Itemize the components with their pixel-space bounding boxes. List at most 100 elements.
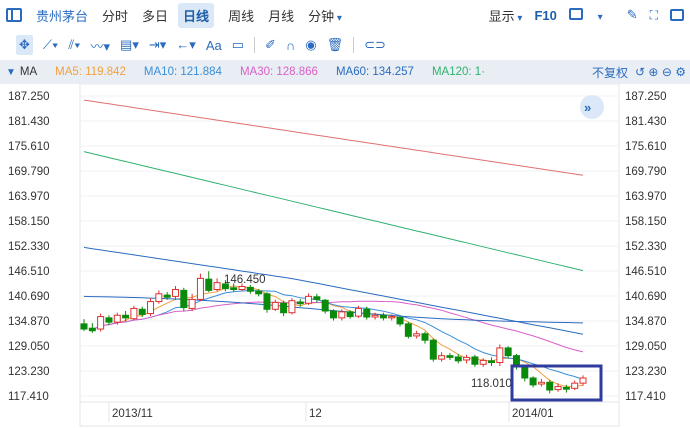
high-price-label: 146.450 [224, 274, 266, 286]
candle-body [163, 294, 171, 298]
stock-name[interactable]: 贵州茅台 [36, 8, 89, 24]
candle-body [504, 347, 512, 357]
tab-monthly[interactable]: 月线 [268, 8, 295, 24]
pen-icon[interactable]: ✐ [265, 37, 276, 52]
candle-body [230, 287, 238, 291]
candle-body [196, 277, 204, 300]
candle-body [562, 386, 570, 390]
kline-chart[interactable]: 187.250 181.430 175.610 169.790 163.970 158.1… [0, 84, 690, 428]
candle-body [122, 314, 130, 319]
remove-icon[interactable]: ⊖ [661, 65, 672, 79]
candle-body [379, 314, 387, 319]
channel-tool-icon[interactable]: ⫽▾ [68, 37, 81, 52]
measure-tool-icon[interactable]: ⇥▾ [148, 37, 167, 52]
layout-dropdown[interactable]: ▾ [568, 7, 615, 23]
candle-body [321, 299, 329, 312]
collapse-icon[interactable]: ▼ [6, 66, 16, 78]
candle-body [147, 301, 155, 315]
arrow-tool-icon[interactable]: ←▾ [176, 37, 196, 52]
candle-body [479, 359, 487, 365]
ma60-value: MA60: 134.257 [335, 66, 414, 78]
candle-body [130, 307, 138, 320]
link-icon[interactable]: ⊂⊃ [364, 37, 386, 52]
ma-label[interactable]: MA [19, 66, 38, 78]
drawing-toolbar: ✥ ⟋▾ ⫽▾ 〰▾ ▤▾ ⇥▾ ←▾ Aa ▭ ✐ ∩ ◉ 🗑 ⊂⊃ [0, 30, 690, 60]
comment-icon[interactable]: ▭ [231, 37, 245, 52]
y-tick-label: 117.410 [8, 391, 49, 403]
brush-icon[interactable]: ✎ [626, 7, 638, 22]
candle-body [454, 356, 462, 362]
magnet-icon[interactable]: ∩ [285, 37, 296, 53]
tab-daily[interactable]: 日线 [178, 2, 215, 28]
candle-body [346, 311, 354, 318]
y-tick-label: 175.610 [625, 141, 667, 153]
tab-minute-line[interactable]: 分时 [102, 8, 129, 24]
candle-body [529, 377, 537, 386]
candle-body [180, 289, 188, 309]
trash-icon[interactable]: 🗑 [326, 37, 344, 52]
tab-minutes-dropdown[interactable]: 分钟 [308, 6, 342, 25]
text-tool[interactable]: Aa [205, 37, 222, 53]
candle-body [296, 301, 304, 305]
ma-line [83, 99, 584, 176]
tab-multi-day[interactable]: 多日 [142, 8, 169, 24]
candle-body [537, 381, 545, 385]
undo-icon[interactable]: ↺ [635, 65, 646, 79]
y-tick-label: 152.330 [8, 241, 50, 253]
candle-body [280, 302, 288, 314]
candle-body [138, 308, 146, 315]
tab-weekly[interactable]: 周线 [228, 8, 255, 24]
candle-body [88, 327, 96, 332]
x-tick-label: 2013/11 [112, 408, 153, 420]
candle-body [288, 300, 296, 314]
candle-body [404, 323, 412, 337]
ma120-value: MA120: 1· [431, 66, 486, 78]
f10-button[interactable]: F10 [534, 7, 557, 23]
x-tick-label: 2014/01 [512, 408, 554, 420]
candle-body [429, 339, 437, 360]
candle-body [396, 316, 404, 325]
ma-indicator-bar: ▼ MA MA5: 119.842 MA10: 121.884 MA30: 12… [0, 60, 690, 84]
layout-icon [568, 7, 583, 20]
fib-tool-icon[interactable]: ▤▾ [120, 37, 139, 52]
candle-body [338, 311, 346, 319]
adjust-mode[interactable]: 不复权 [587, 63, 628, 81]
candle-body [354, 307, 362, 317]
eye-icon[interactable]: ◉ [305, 37, 317, 52]
sidebar-toggle-icon[interactable] [6, 8, 22, 22]
candle-body [188, 298, 196, 309]
settings-icon[interactable]: ⚙ [675, 65, 686, 79]
y-tick-label: 152.330 [625, 241, 667, 253]
candle-body [363, 308, 371, 318]
fullscreen-icon[interactable]: ⛶ [649, 7, 658, 22]
y-tick-label: 169.790 [625, 166, 667, 178]
side-panel-icon[interactable] [670, 9, 684, 21]
y-tick-label: 175.610 [8, 141, 50, 153]
expand-button-bg [580, 95, 604, 119]
display-dropdown[interactable]: 显示 [489, 6, 523, 25]
plot-area [79, 84, 620, 427]
candle-body [438, 355, 446, 360]
y-tick-label: 123.230 [625, 366, 667, 378]
candle-body [330, 310, 337, 319]
candle-body [446, 355, 454, 358]
candle-body [313, 296, 321, 300]
cursor-move-icon[interactable]: ✥ [16, 35, 33, 55]
y-tick-label: 129.050 [8, 341, 50, 353]
ma-tools: ↺ ⊕ ⊖ ⚙ [635, 65, 686, 79]
candle-body [371, 314, 379, 318]
expand-button[interactable]: » [580, 95, 604, 119]
line-tool-icon[interactable]: ⟋▾ [42, 37, 59, 52]
candle-body [521, 366, 529, 379]
wave-tool-icon[interactable]: 〰▾ [90, 38, 111, 54]
x-tick-label: 12 [309, 408, 322, 420]
add-icon[interactable]: ⊕ [648, 65, 659, 79]
y-tick-label: 140.690 [8, 291, 50, 303]
candle-body [238, 286, 246, 291]
candle-body [213, 282, 221, 291]
candle-body [413, 333, 421, 337]
ma-line [83, 151, 584, 272]
ma-line [83, 246, 584, 335]
y-axis-right: 187.250 181.430 175.610 169.790 163.970 158.1… [625, 91, 667, 403]
